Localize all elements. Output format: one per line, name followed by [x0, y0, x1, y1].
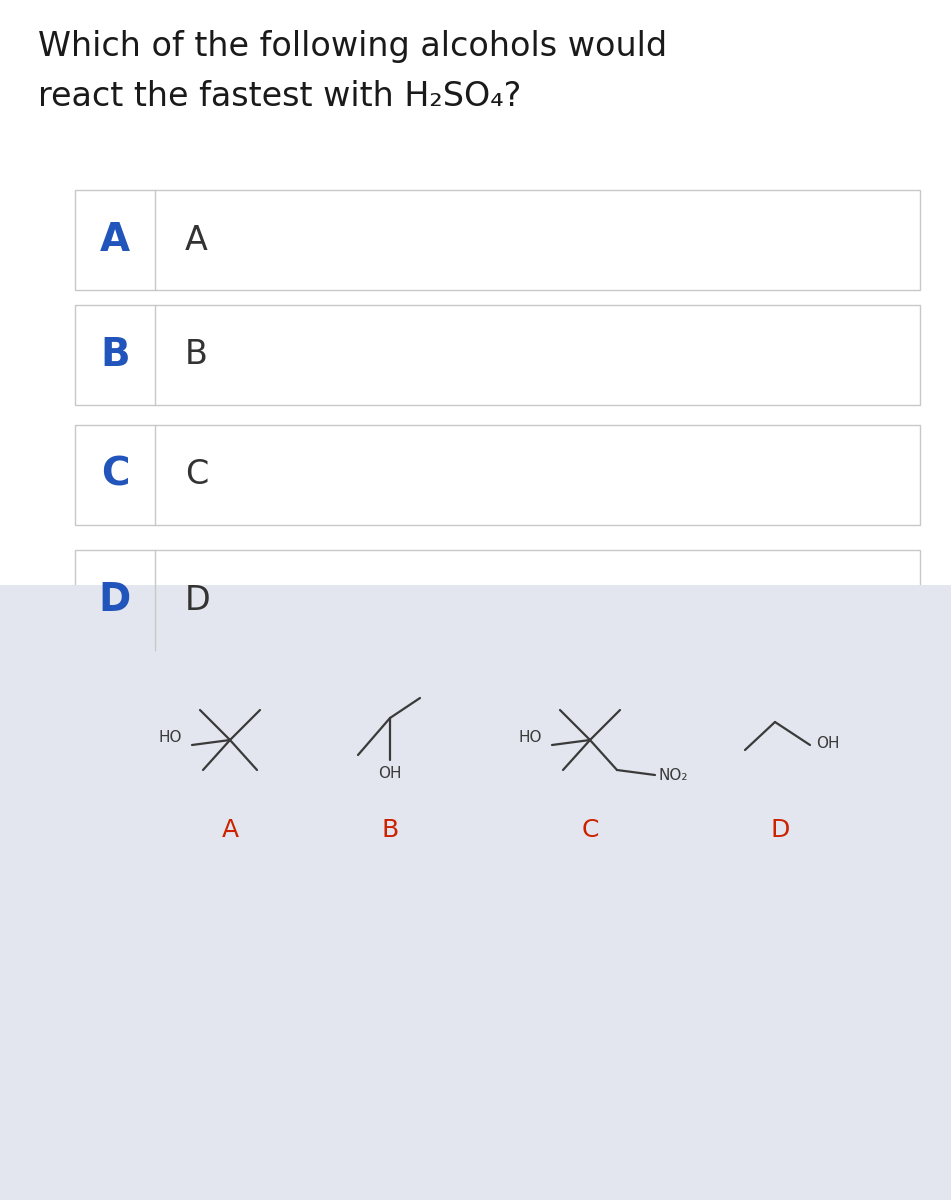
- Text: A: A: [222, 818, 239, 842]
- Bar: [75, 190, 920, 290]
- Text: A: A: [185, 223, 208, 257]
- Text: C: C: [185, 458, 208, 492]
- Bar: [75, 425, 920, 526]
- Bar: [75, 550, 920, 650]
- Bar: [75, 305, 920, 404]
- Text: B: B: [381, 818, 398, 842]
- Text: D: D: [770, 818, 789, 842]
- Text: OH: OH: [378, 766, 401, 781]
- Text: HO: HO: [159, 731, 182, 745]
- Text: A: A: [100, 221, 130, 259]
- Text: HO: HO: [518, 731, 542, 745]
- Bar: [0, 584, 951, 1200]
- Text: react the fastest with H₂SO₄?: react the fastest with H₂SO₄?: [38, 80, 521, 113]
- Text: OH: OH: [816, 736, 840, 750]
- Text: C: C: [581, 818, 599, 842]
- Text: Which of the following alcohols would: Which of the following alcohols would: [38, 30, 667, 62]
- Text: C: C: [101, 456, 129, 494]
- Text: B: B: [100, 336, 130, 374]
- Text: D: D: [185, 583, 211, 617]
- Text: NO₂: NO₂: [658, 768, 688, 784]
- Text: B: B: [185, 338, 208, 372]
- Text: D: D: [99, 581, 131, 619]
